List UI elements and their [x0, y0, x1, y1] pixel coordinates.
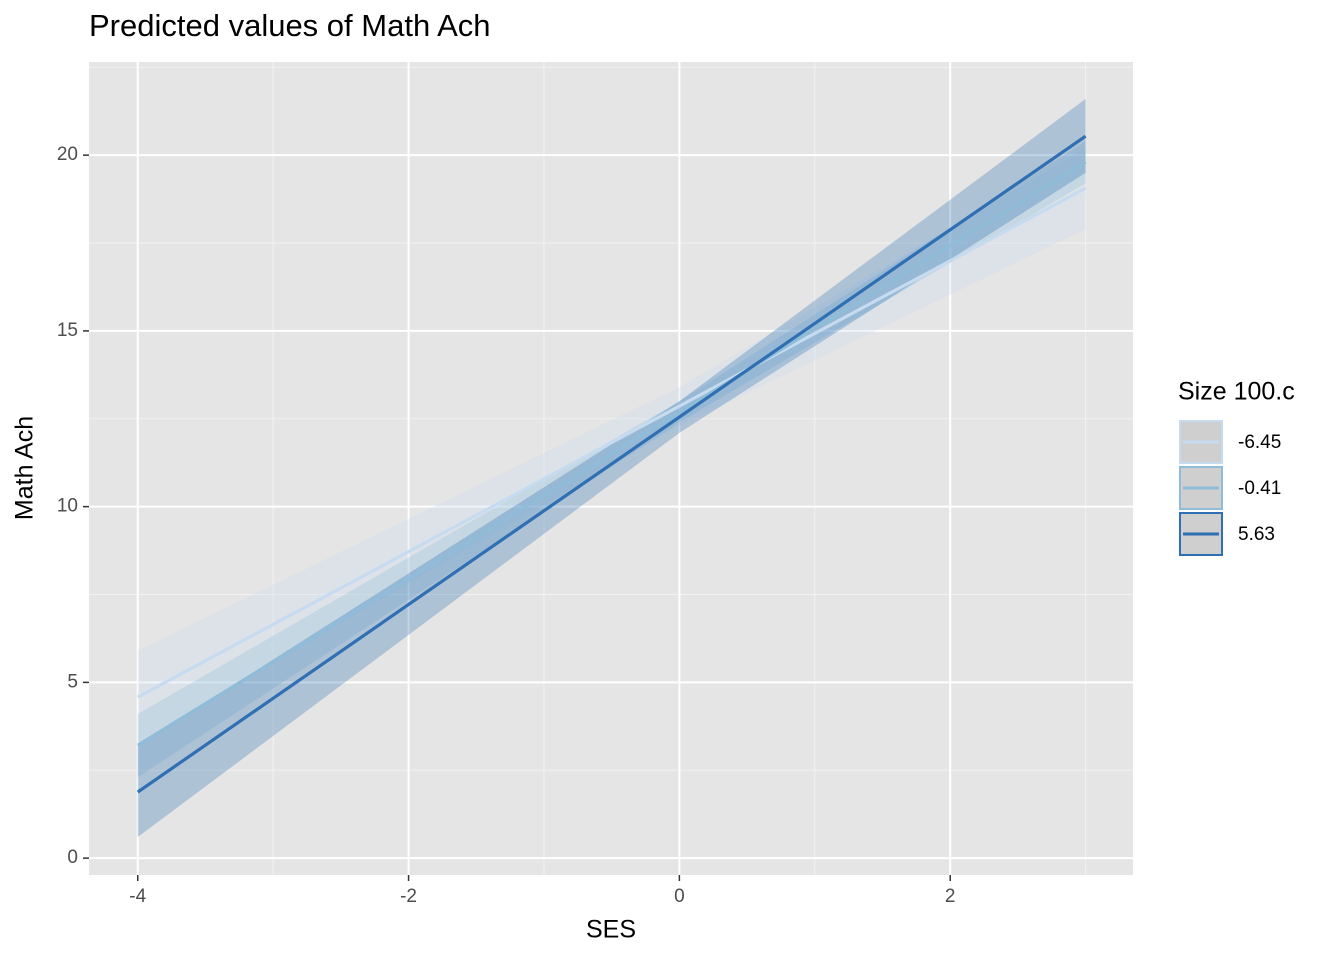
confidence-band	[137, 148, 1086, 743]
plot-panel	[89, 62, 1133, 875]
y-tick-label: 20	[57, 144, 78, 165]
x-axis-title: SES	[586, 916, 636, 944]
y-axis-title: Math Ach	[11, 416, 39, 520]
legend-label: 5.63	[1238, 524, 1275, 545]
x-tick-label: -4	[129, 886, 146, 907]
x-tick-label: 2	[945, 886, 956, 907]
x-tick-label: -2	[400, 886, 417, 907]
y-tick-label: 15	[57, 320, 78, 341]
y-tick-label: 0	[67, 847, 78, 868]
y-tick-label: 5	[67, 671, 78, 692]
line	[136, 186, 1087, 699]
confidence-band	[137, 98, 1086, 838]
legend-label: -0.41	[1238, 478, 1281, 499]
legend-label: -6.45	[1238, 432, 1281, 453]
y-tick-label: 10	[57, 496, 78, 517]
legend-title: Size 100.c	[1178, 378, 1295, 406]
chart-title: Predicted values of Math Ach	[89, 8, 491, 43]
line	[136, 160, 1087, 747]
x-tick-label: 0	[674, 886, 685, 907]
line	[136, 134, 1087, 794]
